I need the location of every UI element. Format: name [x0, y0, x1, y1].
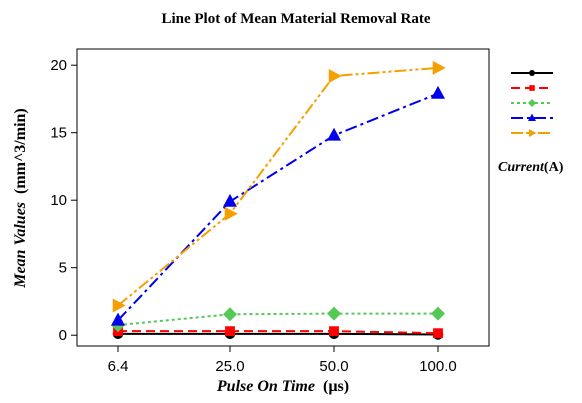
series-2	[113, 326, 443, 339]
series-2-line	[118, 330, 439, 335]
triangle-right-marker	[529, 129, 537, 137]
legend-item-2	[511, 85, 553, 91]
plot-frame	[76, 48, 490, 347]
y-tick-label: 20	[50, 57, 67, 74]
y-axis-label: Mean Values (mm^3/min)	[12, 108, 29, 289]
series-4	[111, 85, 445, 326]
triangle-up-marker	[431, 85, 445, 99]
y-tick-label: 15	[50, 125, 67, 142]
legend-item-5	[511, 129, 553, 137]
series-3	[111, 306, 445, 333]
triangle-right-marker	[224, 206, 238, 221]
diamond-marker	[223, 307, 237, 322]
diamond-marker	[431, 306, 445, 321]
legend-item-3	[511, 99, 553, 107]
triangle-up-marker	[327, 127, 341, 141]
chart-title: Line Plot of Mean Material Removal Rate	[161, 11, 430, 27]
circle-marker	[529, 70, 535, 76]
legend-item-1	[511, 70, 553, 76]
series-1-line	[118, 332, 439, 336]
x-axis-label: Pulse On Time (µs)	[216, 378, 349, 395]
y-tick-label: 10	[50, 192, 67, 209]
legend-item-4	[511, 113, 553, 121]
legend	[511, 70, 553, 137]
legend-title: Current(A)	[498, 160, 564, 175]
x-tick-label: 25.0	[215, 358, 244, 375]
series-4-line	[117, 92, 439, 322]
triangle-right-marker	[432, 60, 446, 75]
triangle-up-marker	[223, 193, 237, 207]
square-marker	[225, 326, 235, 337]
y-tick-label: 0	[59, 327, 67, 344]
triangle-up-marker	[528, 113, 536, 121]
square-marker	[329, 326, 339, 337]
x-tick-label: 50.0	[319, 358, 348, 375]
series-3-line	[117, 312, 438, 327]
y-tick-label: 5	[59, 260, 67, 277]
series-5	[112, 60, 446, 313]
diamond-marker	[528, 99, 536, 107]
diamond-marker	[327, 306, 341, 321]
square-marker	[529, 85, 535, 91]
triangle-right-marker	[328, 69, 342, 83]
triangle-up-marker	[111, 312, 125, 326]
series-5-line	[117, 66, 439, 307]
triangle-right-marker	[112, 298, 126, 313]
y-axis: 0 5 10 15 20	[50, 57, 77, 344]
x-tick-label: 6.4	[108, 358, 129, 375]
x-tick-label: 100.0	[419, 358, 457, 375]
x-axis: 6.4 25.0 50.0 100.0	[108, 346, 457, 375]
series-layer	[111, 60, 446, 340]
square-marker	[433, 328, 443, 339]
